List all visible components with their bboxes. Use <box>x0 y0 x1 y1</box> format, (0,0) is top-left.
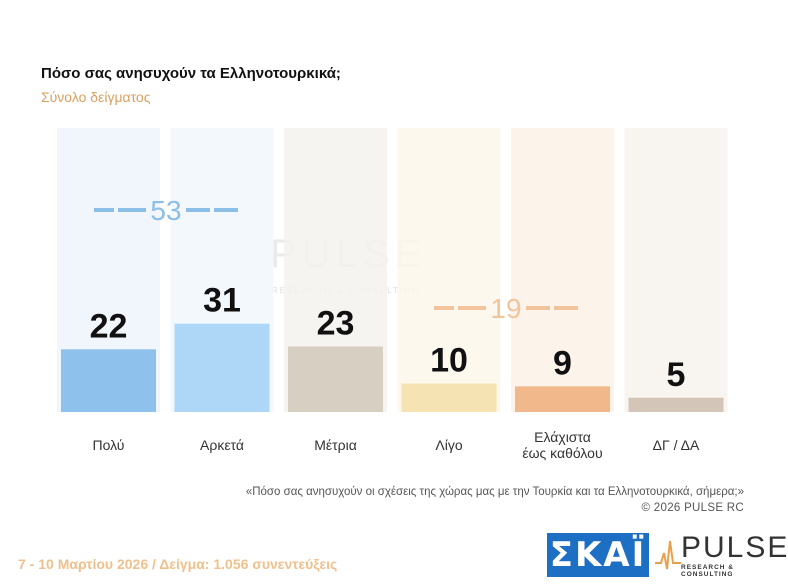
survey-question: «Πόσο σας ανησυχούν οι σχέσεις της χώρας… <box>245 486 744 498</box>
category-label: Ελάχιστα <box>534 429 591 445</box>
category-label: Λίγο <box>435 437 462 453</box>
pulse-wave-icon <box>655 540 681 570</box>
category-label: Μέτρια <box>314 437 357 453</box>
bar <box>401 383 497 412</box>
bar-value-label: 31 <box>203 282 241 320</box>
chart-title: Πόσο σας ανησυχούν τα Ελληνοτουρκικά; <box>41 65 341 82</box>
skai-logo: ΣΚΑΪ <box>547 533 649 577</box>
category-label: έως καθόλου <box>522 445 602 461</box>
bar-value-label: 22 <box>90 307 128 345</box>
bar-value-label: 10 <box>430 342 468 380</box>
bar-value-label: 23 <box>317 304 355 342</box>
bar <box>174 323 270 412</box>
bar <box>288 346 383 412</box>
bar <box>628 397 724 412</box>
bar-value-label: 9 <box>553 344 572 382</box>
bar <box>61 349 156 412</box>
group-total-label: 19 <box>490 293 521 324</box>
column-background <box>397 128 501 412</box>
pulse-logo-word: PULSE <box>681 531 788 564</box>
group-total-label: 53 <box>150 195 181 226</box>
bar <box>515 386 610 412</box>
bar-chart: 22 Πολύ 31 Αρκετά 23 Μέτρια 10 Λίγο 9 Ελάχισταέως… <box>57 128 728 461</box>
column-background <box>511 128 614 412</box>
survey-dates-sample: 7 - 10 Μαρτίου 2026 / Δείγμα: 1.056 συνε… <box>18 556 338 572</box>
category-label: Πολύ <box>93 437 125 453</box>
pulse-logo-subtitle: RESEARCH & CONSULTING <box>681 564 734 578</box>
column-background <box>624 128 728 412</box>
chart-subtitle: Σύνολο δείγματος <box>41 89 151 105</box>
pulse-logo: PULSE RESEARCH & CONSULTING <box>655 531 787 578</box>
copyright: © 2026 PULSE RC <box>641 502 744 514</box>
bar-value-label: 5 <box>667 356 686 394</box>
category-label: Αρκετά <box>200 437 244 453</box>
category-label: ΔΓ / ΔΑ <box>653 437 700 453</box>
